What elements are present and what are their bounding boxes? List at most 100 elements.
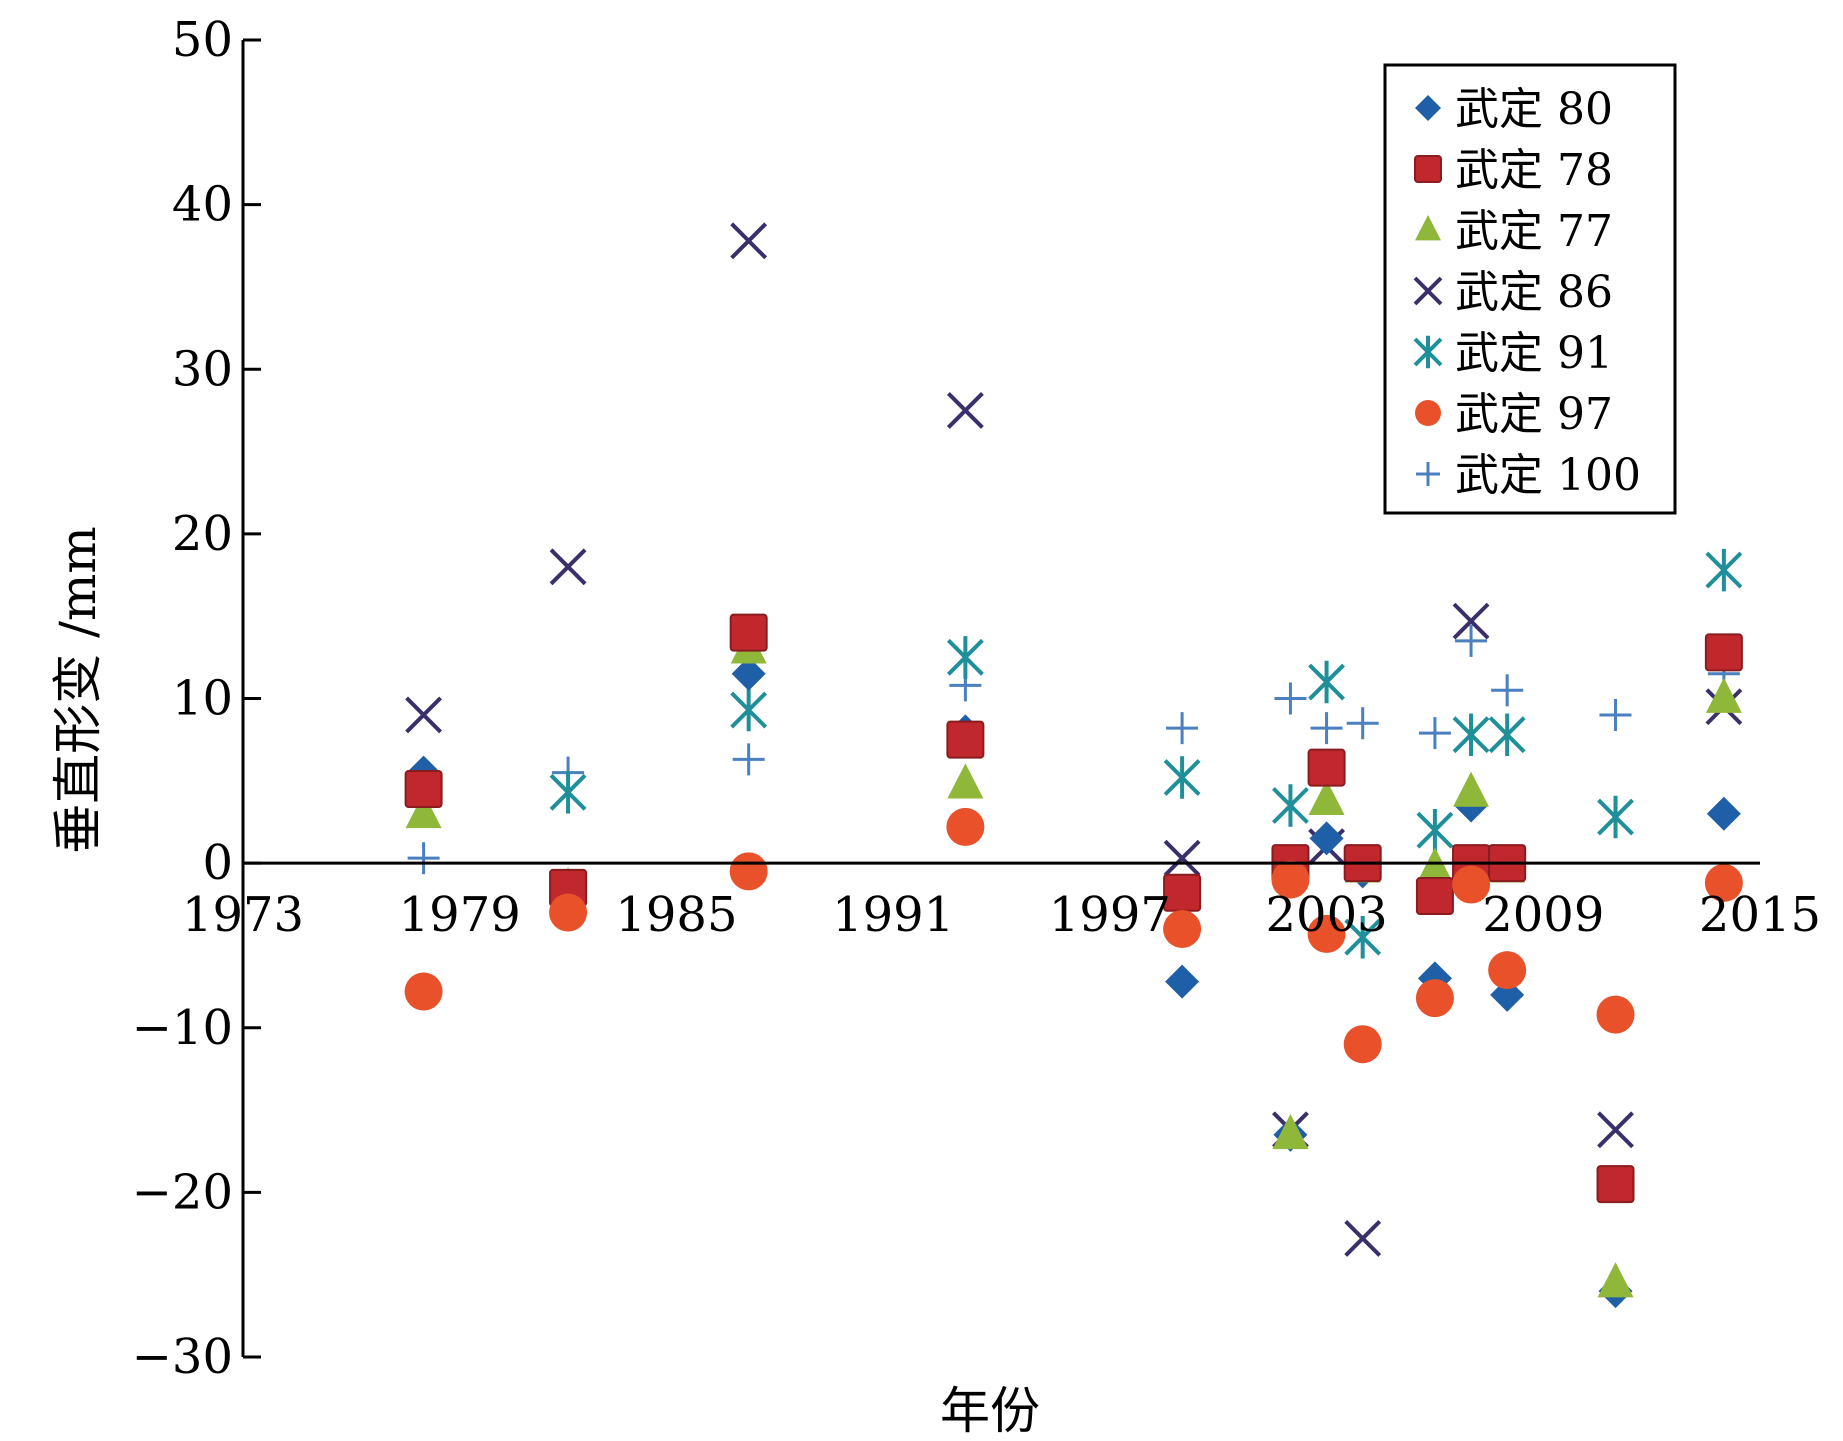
data-point-x <box>549 548 587 586</box>
legend-symbol-diamond <box>1415 95 1441 121</box>
data-point-circle <box>549 893 588 932</box>
y-tick-label: 50 <box>172 12 233 68</box>
data-point-x <box>405 696 443 734</box>
data-point-asterisk <box>1488 713 1526 756</box>
x-tick-label: 1991 <box>832 887 954 943</box>
x-tick-label: 1985 <box>615 887 737 943</box>
data-point-circle <box>1307 914 1346 953</box>
legend-label: 武定 78 <box>1455 145 1613 196</box>
data-point-square <box>1596 1165 1635 1204</box>
y-axis-title: 垂直形变 /mm <box>49 526 107 854</box>
x-tick-label: 1973 <box>182 887 304 943</box>
x-tick-label: 2015 <box>1699 887 1821 943</box>
data-point-diamond <box>731 656 766 691</box>
x-tick-label: 2009 <box>1482 887 1604 943</box>
y-tick-label: 0 <box>202 835 233 891</box>
data-point-square <box>1307 748 1346 787</box>
series-3 <box>405 222 1743 1257</box>
legend-symbol-x <box>1413 276 1443 306</box>
data-point-triangle <box>1416 847 1453 883</box>
data-point-triangle <box>947 763 984 799</box>
data-point-x <box>1344 1220 1382 1257</box>
data-point-square <box>404 770 443 809</box>
legend-label: 武定 86 <box>1455 267 1613 318</box>
data-point-asterisk <box>1705 548 1743 592</box>
data-point-triangle <box>1453 771 1490 807</box>
data-point-asterisk <box>730 688 768 732</box>
data-point-diamond <box>1165 964 1200 999</box>
data-point-x <box>1452 602 1490 640</box>
data-point-square <box>729 613 768 652</box>
data-point-plus <box>732 743 765 776</box>
x-tick-label: 2003 <box>1265 887 1387 943</box>
data-point-plus <box>1599 698 1632 731</box>
data-point-x <box>730 222 768 260</box>
data-point-plus <box>407 842 440 875</box>
data-point-x <box>1163 839 1201 877</box>
y-tick-label: −10 <box>132 1000 233 1056</box>
data-point-circle <box>1163 909 1202 948</box>
legend-label: 武定 80 <box>1455 84 1613 135</box>
data-point-square <box>1704 633 1743 672</box>
data-point-asterisk <box>1416 808 1454 852</box>
y-tick-label: −30 <box>132 1329 233 1385</box>
data-point-asterisk <box>946 636 984 679</box>
data-point-asterisk <box>1163 756 1201 799</box>
legend-label: 武定 100 <box>1455 450 1641 501</box>
data-point-square <box>1415 877 1454 916</box>
data-point-plus <box>1166 712 1199 745</box>
data-point-plus <box>1274 682 1307 715</box>
data-point-asterisk <box>1344 915 1382 959</box>
series-0 <box>406 656 1741 1309</box>
data-point-triangle <box>1705 677 1742 713</box>
data-point-diamond <box>1706 796 1741 831</box>
data-point-asterisk <box>549 771 587 814</box>
y-tick-label: 40 <box>172 177 233 233</box>
y-tick-label: −20 <box>132 1164 233 1220</box>
series-6 <box>407 624 1740 875</box>
data-point-asterisk <box>1308 660 1345 704</box>
data-point-triangle <box>1597 1262 1634 1298</box>
data-point-circle <box>404 972 443 1011</box>
series-2 <box>405 628 1742 1298</box>
legend-label: 武定 77 <box>1455 206 1613 257</box>
data-point-triangle <box>1308 779 1345 815</box>
x-tick-label: 1979 <box>399 887 521 943</box>
legend-symbol-square <box>1414 155 1442 183</box>
axes: 50 40 30 20 10 0 −10 −20 −30 1973 1979 1985 1991 199… <box>132 12 1821 1385</box>
legend-symbol-plus <box>1416 462 1440 486</box>
data-point-circle <box>1415 979 1454 1018</box>
data-point-circle <box>1488 951 1527 990</box>
data-point-asterisk <box>1272 784 1309 827</box>
data-point-circle <box>1343 1025 1382 1064</box>
data-point-triangle <box>1272 1114 1309 1150</box>
series-5 <box>404 807 1743 1064</box>
data-point-circle <box>1452 865 1491 904</box>
data-point-plus <box>1418 717 1451 750</box>
data-point-circle <box>946 807 985 846</box>
data-point-circle <box>1596 995 1635 1034</box>
data-point-plus <box>1310 712 1343 745</box>
data-point-plus <box>1455 624 1488 657</box>
legend-label: 武定 91 <box>1455 328 1613 379</box>
data-point-circle <box>729 852 768 891</box>
x-axis-ticks: 1973 1979 1985 1991 1997 2003 2009 2015 <box>182 887 1821 943</box>
legend-symbol-asterisk <box>1413 335 1443 369</box>
y-tick-label: 30 <box>172 341 233 397</box>
y-axis-ticks: 50 40 30 20 10 0 −10 −20 −30 <box>132 12 261 1385</box>
data-point-square <box>946 720 985 759</box>
data-point-circle <box>1271 860 1310 899</box>
data-point-asterisk <box>1597 795 1634 839</box>
y-tick-label: 10 <box>172 671 233 727</box>
legend-symbol-triangle <box>1415 215 1441 241</box>
legend-box <box>1383 63 1677 515</box>
y-tick-label: 20 <box>172 506 233 562</box>
data-point-asterisk <box>1452 713 1490 756</box>
data-point-triangle <box>405 793 442 829</box>
data-point-plus <box>1346 707 1379 740</box>
data-point-x <box>1597 1111 1634 1149</box>
data-point-x <box>946 391 984 429</box>
legend-symbol-circle <box>1415 400 1441 426</box>
data-point-diamond <box>1309 821 1344 856</box>
